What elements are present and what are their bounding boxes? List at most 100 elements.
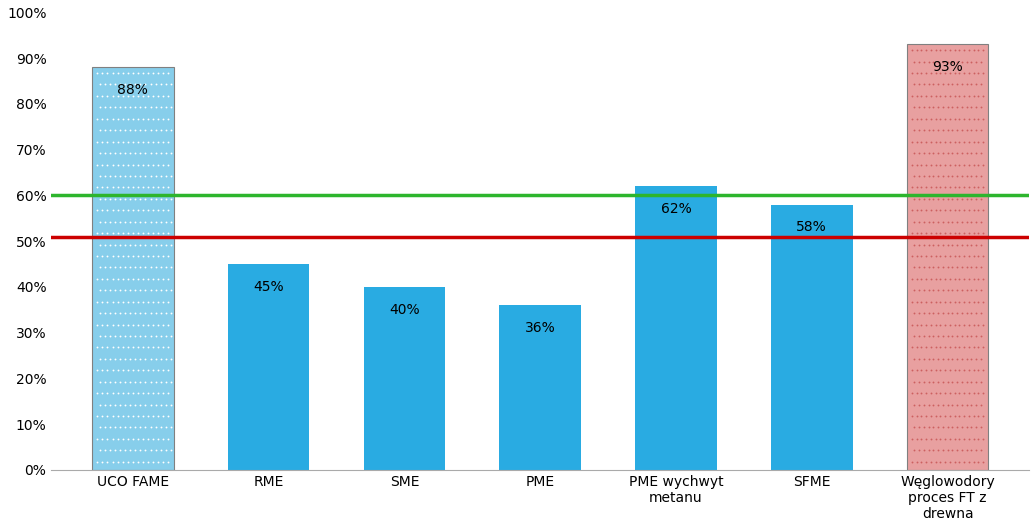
Point — [934, 103, 951, 111]
Point — [951, 412, 968, 420]
Point — [137, 103, 153, 111]
Point — [960, 206, 977, 214]
Point — [105, 412, 121, 420]
Point — [127, 423, 144, 432]
Point — [133, 195, 149, 203]
Point — [913, 252, 929, 260]
Point — [152, 126, 169, 135]
Point — [927, 137, 944, 146]
Point — [956, 412, 973, 420]
Point — [911, 195, 927, 203]
Point — [137, 263, 153, 271]
Point — [109, 275, 125, 283]
Point — [163, 149, 179, 157]
Point — [147, 286, 164, 295]
Point — [960, 297, 977, 306]
Point — [119, 343, 136, 352]
Point — [112, 286, 128, 295]
Point — [152, 400, 169, 409]
Point — [968, 240, 984, 249]
Point — [923, 389, 940, 398]
Point — [929, 218, 946, 226]
Point — [970, 252, 986, 260]
Point — [934, 149, 951, 157]
Point — [920, 103, 937, 111]
Point — [107, 378, 123, 386]
Point — [127, 446, 144, 455]
Point — [89, 275, 106, 283]
Point — [99, 275, 116, 283]
Point — [89, 229, 106, 238]
Point — [150, 297, 167, 306]
Point — [114, 343, 131, 352]
Point — [145, 366, 162, 374]
Point — [142, 286, 159, 295]
Point — [920, 286, 937, 295]
Point — [135, 161, 151, 169]
Point — [107, 126, 123, 135]
Point — [112, 263, 128, 271]
Point — [147, 172, 164, 180]
Point — [122, 378, 139, 386]
Bar — [635, 186, 717, 470]
Point — [105, 69, 121, 77]
Point — [913, 137, 929, 146]
Point — [968, 423, 984, 432]
Point — [916, 218, 932, 226]
Point — [966, 389, 982, 398]
Point — [124, 206, 141, 214]
Point — [99, 320, 116, 329]
Point — [147, 309, 164, 317]
Point — [102, 355, 118, 363]
Point — [130, 297, 146, 306]
Point — [114, 435, 131, 443]
Point — [968, 218, 984, 226]
Point — [127, 378, 144, 386]
Point — [916, 172, 932, 180]
Point — [157, 446, 174, 455]
Point — [911, 286, 927, 295]
Point — [140, 297, 156, 306]
Point — [117, 355, 134, 363]
Point — [99, 412, 116, 420]
Point — [927, 458, 944, 466]
Point — [934, 400, 951, 409]
Point — [91, 218, 108, 226]
Point — [927, 183, 944, 192]
Point — [155, 320, 172, 329]
Point — [909, 229, 925, 238]
Point — [155, 92, 172, 100]
Point — [958, 446, 975, 455]
Point — [155, 366, 172, 374]
Point — [929, 423, 946, 432]
Point — [94, 161, 111, 169]
Point — [934, 355, 951, 363]
Point — [947, 412, 963, 420]
Bar — [364, 287, 445, 470]
Point — [953, 263, 970, 271]
Point — [937, 206, 953, 214]
Point — [909, 69, 925, 77]
Point — [918, 366, 934, 374]
Point — [105, 435, 121, 443]
Point — [947, 320, 963, 329]
Point — [142, 103, 159, 111]
Point — [916, 126, 932, 135]
Point — [932, 343, 949, 352]
Point — [927, 206, 944, 214]
Point — [937, 458, 953, 466]
Point — [906, 286, 923, 295]
Point — [951, 297, 968, 306]
Point — [155, 412, 172, 420]
Point — [157, 126, 174, 135]
Point — [157, 309, 174, 317]
Point — [947, 115, 963, 123]
Point — [929, 103, 946, 111]
Point — [947, 435, 963, 443]
Point — [944, 309, 960, 317]
Point — [918, 46, 934, 54]
Point — [122, 149, 139, 157]
Point — [944, 286, 960, 295]
Point — [124, 343, 141, 352]
Text: 88%: 88% — [117, 83, 148, 97]
